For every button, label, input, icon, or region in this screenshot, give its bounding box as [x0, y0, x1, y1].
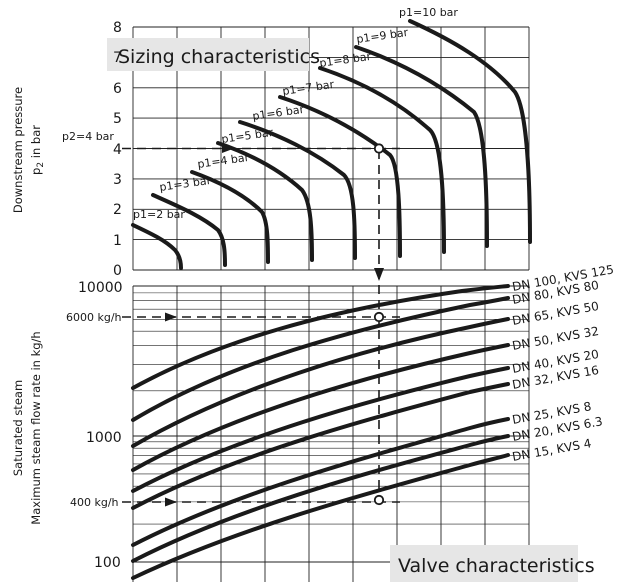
curve-p1-6: [238, 120, 357, 260]
curve-p1-9: [354, 45, 489, 248]
curve-p1-3: [151, 193, 227, 267]
bottom-vertical-grid: [132, 286, 530, 582]
label-p1-8: p1=8 bar: [319, 50, 373, 70]
tick-6: 6: [113, 81, 122, 97]
label-p1-2: p1=2 bar: [133, 208, 185, 221]
curve-dn40: [131, 366, 510, 493]
arrow-down: [374, 268, 384, 281]
valve-curves: [131, 284, 510, 580]
curve-p1-2: [131, 223, 183, 270]
tick-1: 1: [113, 233, 122, 249]
top-title-box: [107, 38, 309, 71]
bottom-axis-label-line2: Maximum steam flow rate in kg/h: [29, 331, 43, 524]
label-p1-7: p1=7 bar: [282, 78, 336, 98]
point-p2: [373, 143, 385, 154]
bottom-axis-ticks: 10000 1000 100: [78, 280, 123, 571]
arrow-6000: [165, 312, 177, 322]
bottom-axis-label: Saturated steam Maximum steam flow rate …: [11, 331, 43, 524]
curve-dn50: [131, 343, 510, 472]
label-400: 400 kg/h: [70, 496, 119, 509]
curve-dn25: [131, 417, 510, 547]
curve-dn20: [131, 434, 510, 563]
top-title: Sizing characteristics: [118, 46, 320, 68]
tick-5: 5: [113, 111, 122, 127]
tick-100: 100: [94, 555, 121, 571]
curve-dn100: [131, 284, 510, 390]
bottom-title: Valve characteristics: [398, 555, 595, 577]
label-p1-10: p1=10 bar: [399, 6, 458, 19]
curve-p1-5: [216, 141, 314, 262]
bottom-title-box: [390, 545, 578, 582]
top-axis-label: Downstream pressure p2 in bar: [11, 87, 46, 213]
curve-dn15: [131, 453, 510, 580]
tick-0: 0: [113, 263, 122, 279]
label-p1-3: p1=3 bar: [159, 174, 213, 194]
point-400: [373, 494, 385, 506]
curve-dn80: [131, 296, 510, 422]
label-p2-example: p2=4 bar: [62, 130, 114, 143]
tick-7: 7: [113, 50, 122, 66]
label-6000: 6000 kg/h: [66, 311, 122, 324]
example-labels: p2=4 bar 6000 kg/h 400 kg/h: [62, 130, 122, 509]
tick-3: 3: [113, 172, 122, 188]
inlet-pressure-curves: [131, 19, 532, 270]
valve-labels: DN 100, KVS 125 DN 80, KVS 80 DN 65, KVS…: [511, 262, 615, 464]
curve-p1-7: [278, 95, 402, 258]
top-axis-label-line1: Downstream pressure: [11, 87, 25, 213]
label-p1-4: p1=4 bar: [197, 151, 251, 171]
curve-p1-10: [408, 19, 532, 244]
curve-dn65: [131, 317, 510, 448]
tick-1000: 1000: [86, 430, 122, 446]
top-axis-ticks: 8 7 6 5 4 3 2 1 0: [113, 20, 122, 279]
top-axis-label-line2: p2 in bar: [29, 125, 46, 175]
curve-p1-8: [318, 66, 446, 254]
arrow-400: [165, 497, 177, 507]
inlet-pressure-labels: p1=2 bar p1=3 bar p1=4 bar p1=5 bar p1=6…: [133, 6, 458, 221]
label-p1-6: p1=6 bar: [252, 103, 306, 123]
label-p1-9: p1=9 bar: [356, 26, 410, 46]
point-6000: [373, 311, 385, 323]
curve-p1-4: [190, 170, 270, 264]
tick-2: 2: [113, 202, 122, 218]
tick-10000: 10000: [78, 280, 123, 296]
tick-8: 8: [113, 20, 122, 36]
arrow-p2: [222, 144, 234, 153]
curve-dn32: [131, 382, 510, 510]
bottom-axis-label-line1: Saturated steam: [11, 380, 25, 476]
example-guides: [122, 143, 400, 507]
label-p1-5: p1=5 bar: [221, 126, 275, 146]
tick-4: 4: [113, 142, 122, 158]
